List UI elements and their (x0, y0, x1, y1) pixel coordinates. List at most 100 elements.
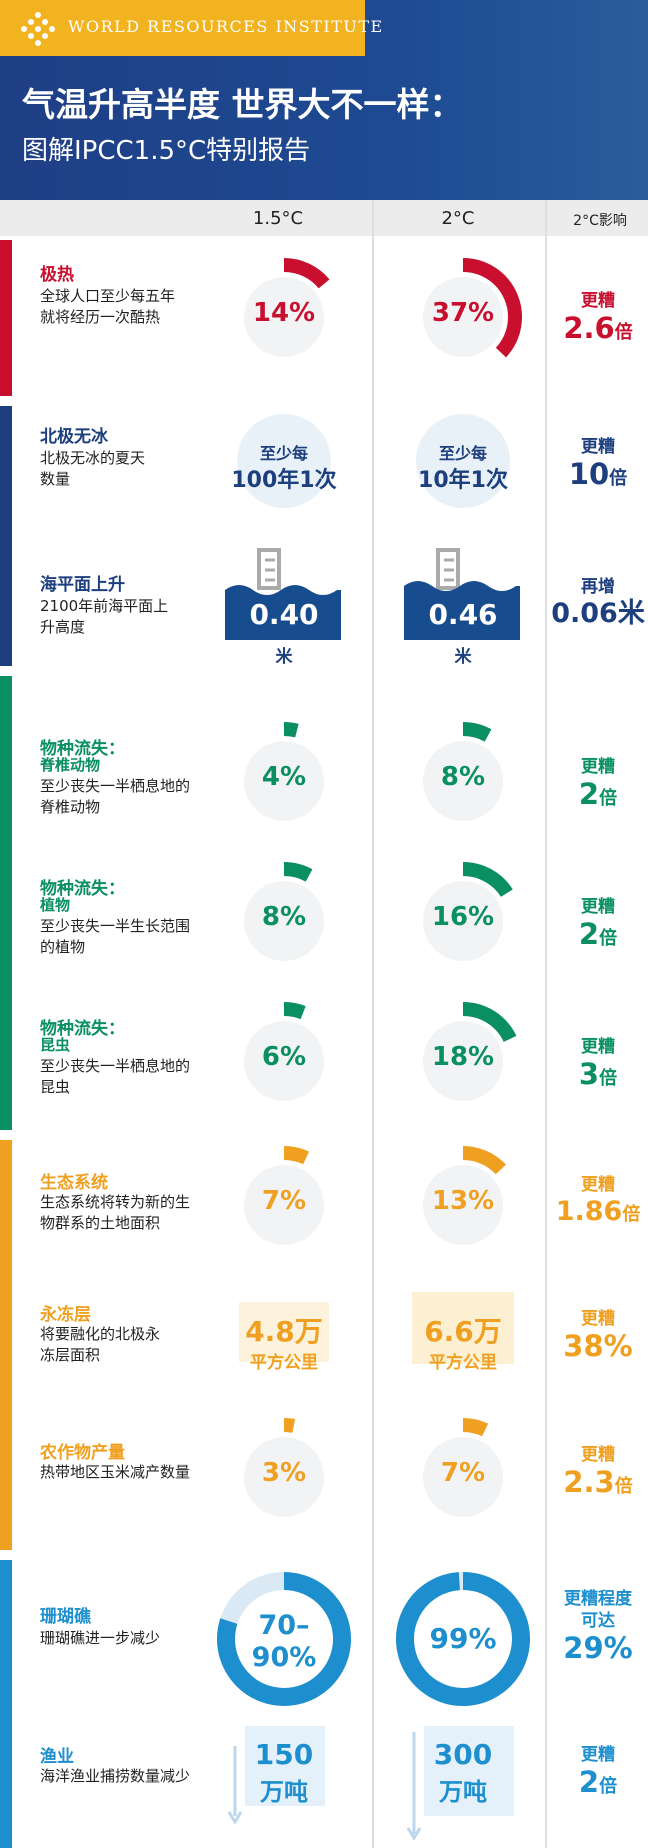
pct-ring (244, 1146, 324, 1245)
value-2c: 13% (431, 1186, 495, 1216)
impact-unit: 倍 (614, 1476, 633, 1497)
globe-background (244, 1165, 324, 1245)
row-description: 生态系统将转为新的生物群系的土地面积 (40, 1193, 191, 1232)
impact-value: 更糟 10倍 (548, 436, 648, 495)
impact-number: 2倍 (548, 778, 648, 815)
column-divider (372, 200, 374, 1848)
unit-1-5c: 平方公里 (250, 1353, 318, 1373)
fish-catch-2c: 300 万吨 (398, 1716, 528, 1846)
impact-value: 再增 0.06米 (548, 576, 648, 630)
org-logo-banner: WORLD RESOURCES INSTITUTE (0, 0, 382, 56)
value-1-5c: 150 (254, 1738, 314, 1771)
impact-number: 2.3倍 (548, 1466, 648, 1503)
impact-number-text: 2 (578, 777, 600, 811)
row-description: 热带地区玉米减产数量 (40, 1463, 191, 1481)
column-header-2c: 2°C (441, 208, 475, 229)
impact-number: 1.86倍 (548, 1196, 648, 1231)
impact-label: 更糟 (581, 291, 615, 311)
gauge-2c: 13% (398, 1140, 528, 1270)
value-2c: 10年1次 (418, 468, 508, 493)
value-1-5c: 4% (261, 762, 307, 792)
globe-background (244, 741, 324, 821)
value-2c: 7% (440, 1458, 486, 1488)
row-title: 物种流失： (40, 1019, 125, 1039)
impact-label: 更糟程度 (564, 1589, 632, 1609)
impact-number-text: 29% (563, 1631, 633, 1665)
impact-value: 更糟 2倍 (548, 1744, 648, 1803)
impact-number-text: 1.86 (555, 1196, 623, 1227)
impact-number: 29% (548, 1632, 648, 1669)
pct-arc (462, 258, 522, 358)
row-description: 将要融化的北极永冻层面积 (40, 1325, 161, 1364)
value-2c: 99% (429, 1622, 497, 1655)
pct-arc (283, 1002, 306, 1020)
page-subtitle: 图解IPCC1.5°C特别报告 (22, 136, 311, 166)
category-bar-ocean (0, 1560, 12, 1848)
impact-value: 更糟 38% (548, 1308, 648, 1367)
row-title: 物种流失： (40, 879, 125, 899)
globe-icon (416, 414, 510, 508)
pct-ring (244, 258, 330, 357)
row-description: 珊瑚礁进一步减少 (40, 1629, 161, 1647)
page-title: 气温升高半度 世界大不一样： (22, 85, 463, 124)
gauge-2c: 99% (390, 1566, 536, 1712)
gauge-1-5c: 7% (219, 1140, 349, 1270)
gauge-1-5c: 14% (219, 252, 349, 382)
permafrost-block-icon (412, 1292, 514, 1364)
row-description: 海洋渔业捕捞数量减少 (40, 1767, 191, 1785)
impact-number: 38% (548, 1330, 648, 1367)
column-header-impact: 2°C影响 (573, 213, 627, 229)
gauge-1-5c: 6% (219, 996, 349, 1126)
freq-2c: 至少每 10年1次 (398, 406, 528, 536)
gauge-1-5c: 4% (219, 716, 349, 846)
row-title: 北极无冰 (40, 427, 108, 447)
impact-unit: 倍 (599, 1776, 618, 1797)
impact-number: 2.6倍 (548, 312, 648, 349)
impact-unit: 米 (617, 598, 645, 629)
impact-label-2: 可达 (581, 1611, 615, 1631)
value-2c-top: 至少每 (438, 444, 487, 463)
pct-ring (423, 1146, 507, 1245)
gauge-1-5c: 3% (219, 1412, 349, 1542)
unit-1-5c: 米 (275, 647, 293, 667)
impact-number-text: 2.6 (563, 311, 615, 345)
pct-arc (283, 1146, 310, 1165)
row-subtitle: 昆虫 (40, 1036, 71, 1054)
row-fisheries: 渔业 海洋渔业捕捞数量减少 150 万吨 300 万吨 更糟 2倍 (0, 1716, 648, 1848)
fish-catch-1-5c: 150 万吨 (219, 1716, 349, 1846)
row-title: 永冻层 (40, 1305, 91, 1325)
row-species-insects: 物种流失： 昆虫 至少丧失一半栖息地的昆虫 6% 18% 更糟 3倍 (0, 990, 648, 1130)
pct-ring (423, 862, 513, 961)
pct-ring (244, 722, 324, 821)
category-bar-ice-sea (0, 406, 12, 666)
impact-label: 更糟 (581, 1175, 615, 1195)
pct-arc (283, 1418, 296, 1433)
pct-ring (423, 258, 522, 358)
row-title: 极热 (40, 265, 74, 285)
globe-background (244, 277, 324, 357)
category-bar-heat (0, 240, 12, 396)
impact-value: 更糟 2倍 (548, 896, 648, 955)
impact-unit: 倍 (599, 1068, 618, 1089)
impact-number-text: 2.3 (563, 1465, 615, 1499)
pct-arc (217, 1572, 351, 1706)
value-1-5c-top: 至少每 (259, 444, 308, 463)
value-2c: 37% (431, 298, 495, 328)
globe-icon (237, 414, 331, 508)
row-arctic-ice-free: 北极无冰 北极无冰的夏天数量 至少每 100年1次 至少每 10年1次 更糟 1… (0, 406, 648, 526)
value-2c: 16% (431, 902, 495, 932)
pct-ring (217, 1572, 351, 1706)
row-species-plants: 物种流失： 植物 至少丧失一半生长范围的植物 8% 16% 更糟 2倍 (0, 850, 648, 990)
row-sea-level: 海平面上升 2100年前海平面上升高度 0.40 米 0.46 米 再增 0.0… (0, 526, 648, 667)
impact-unit: 倍 (599, 788, 618, 809)
row-subtitle: 脊椎动物 (40, 756, 101, 774)
impact-unit: 倍 (609, 468, 628, 489)
row-description: 至少丧失一半栖息地的脊椎动物 (40, 777, 191, 816)
row-description: 至少丧失一半栖息地的昆虫 (40, 1057, 191, 1096)
impact-value: 更糟 3倍 (548, 1036, 648, 1095)
pct-arc (396, 1572, 530, 1706)
column-header-bar: 1.5°C 2°C 2°C影响 (0, 200, 648, 236)
row-title: 珊瑚礁 (40, 1607, 91, 1627)
row-description: 全球人口至少每五年就将经历一次酷热 (40, 287, 176, 326)
value-1-5c: 3% (261, 1458, 307, 1488)
